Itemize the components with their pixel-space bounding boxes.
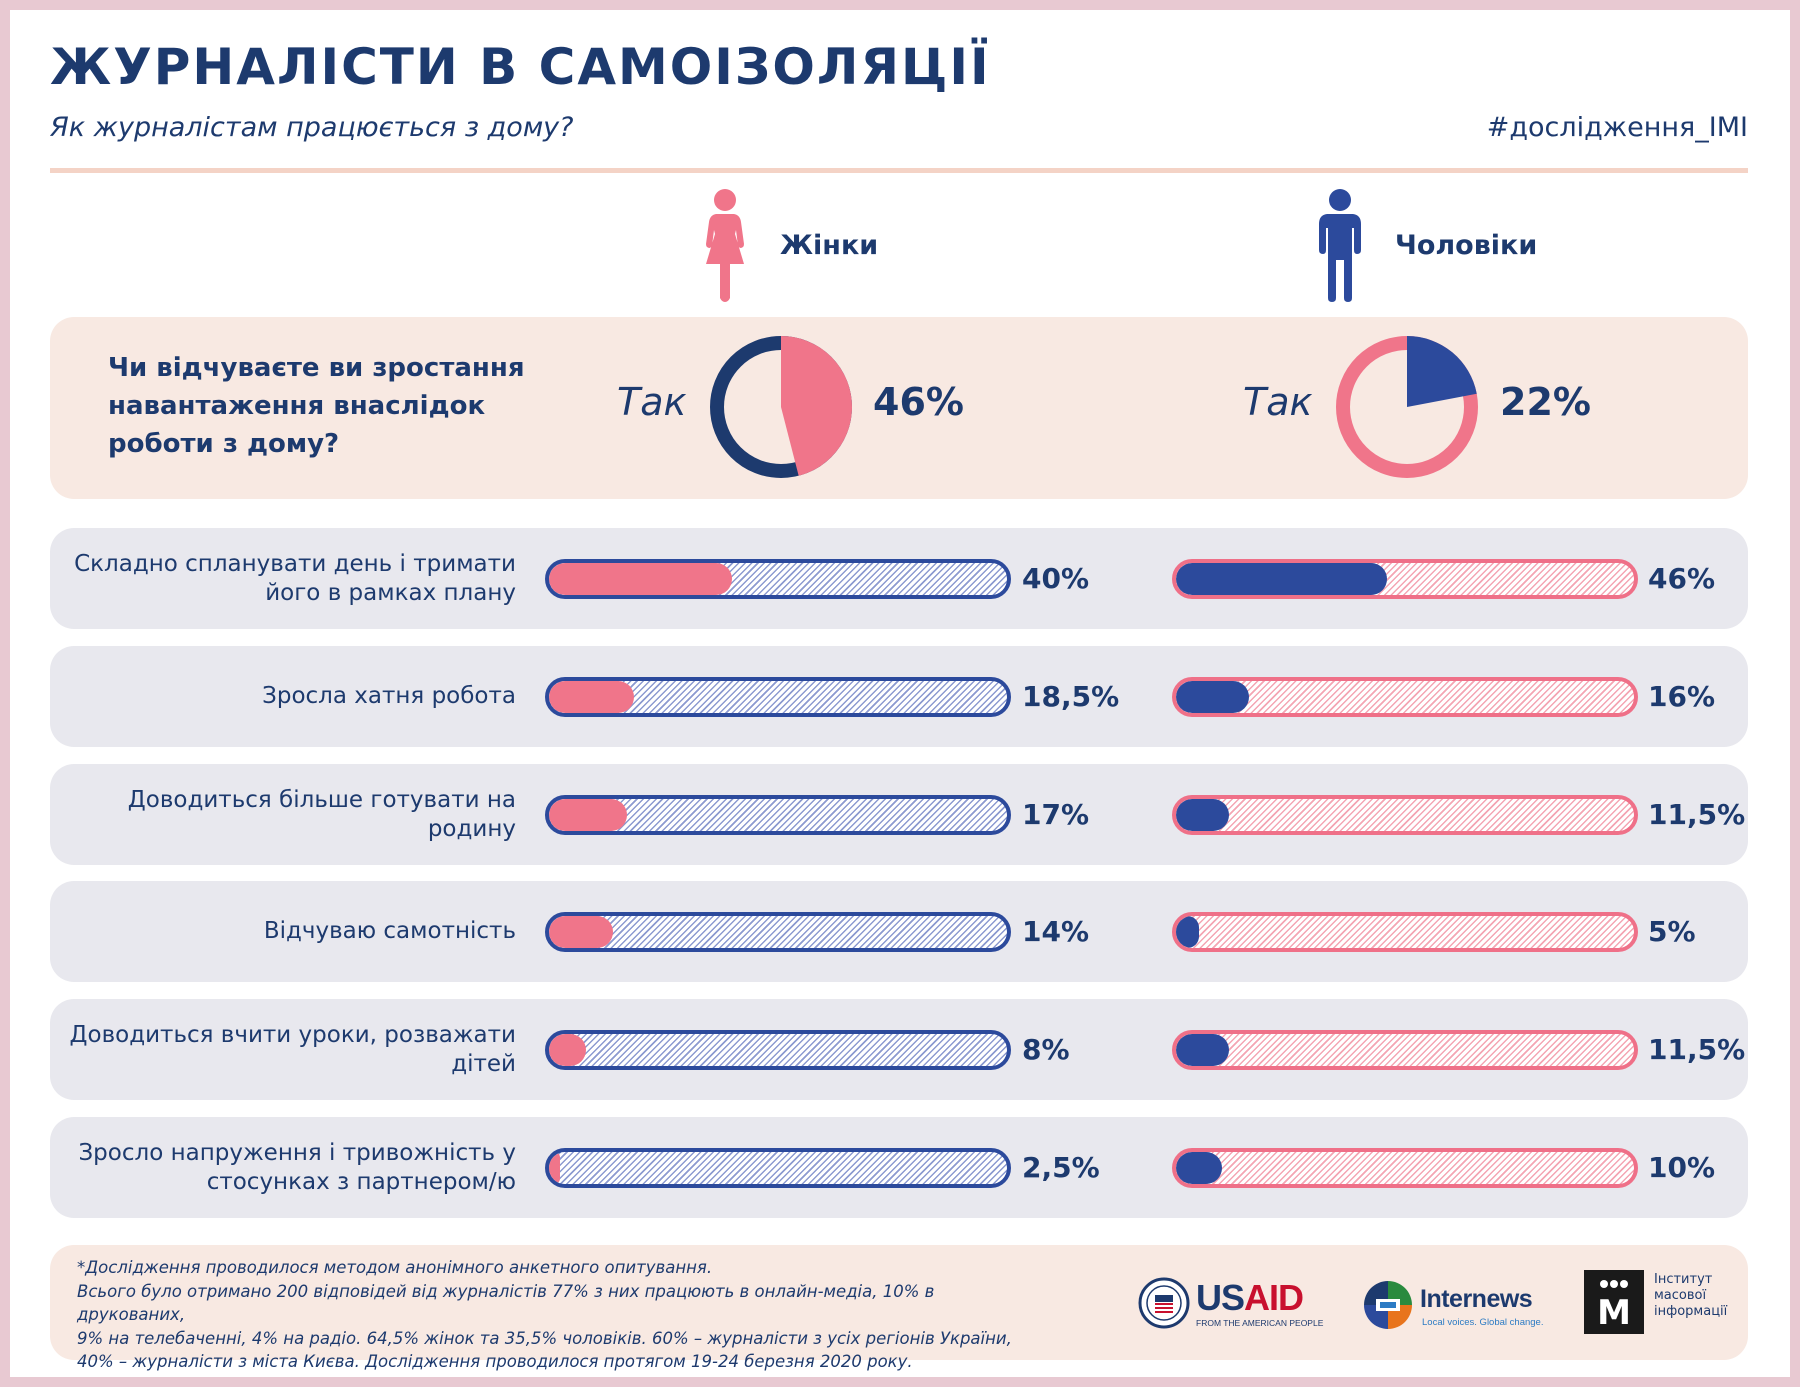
women-yes-pct: 46%: [873, 380, 964, 424]
svg-text:M: M: [1597, 1293, 1631, 1333]
women-value: 18,5%: [1022, 680, 1120, 713]
women-bar: [545, 912, 1011, 952]
row-label: Доводиться вчити уроки, розважати дітей: [69, 1021, 516, 1077]
men-yes-label: Так: [1243, 380, 1313, 424]
man-icon: [1319, 189, 1361, 302]
usaid-seal-icon: [1138, 1277, 1190, 1329]
men-pie-slice: [1407, 336, 1477, 407]
table-row: Відчуваю самотність 14% 5%: [50, 881, 1748, 982]
header-divider: [50, 168, 1748, 173]
women-bar: [545, 677, 1011, 717]
women-value: 40%: [1022, 562, 1090, 595]
men-value: 10%: [1648, 1151, 1716, 1184]
women-bar: [545, 1148, 1011, 1188]
footer-line: *Дослідження проводилося методом анонімн…: [77, 1258, 713, 1277]
footer-note: *Дослідження проводилося методом анонімн…: [77, 1256, 1027, 1374]
footer-line: 9% на телебаченні, 4% на радіо. 64,5% жі…: [77, 1328, 1012, 1348]
men-pie-chart: [1336, 336, 1478, 478]
women-pie-slice: [781, 336, 853, 476]
women-bar-fill: [549, 799, 627, 831]
imi-logo: M Інститут масової інформації: [1584, 1270, 1734, 1334]
women-bar: [545, 795, 1011, 835]
women-bar-fill: [549, 1152, 561, 1184]
men-value: 11,5%: [1648, 1033, 1746, 1066]
women-header: Жінки: [700, 185, 878, 305]
row-label: Відчуваю самотність: [263, 918, 516, 944]
men-bar-fill: [1176, 799, 1229, 831]
imi-mark-icon: M: [1584, 1270, 1644, 1334]
men-bar: [1172, 559, 1638, 599]
men-value: 11,5%: [1648, 798, 1746, 831]
men-bar: [1172, 795, 1638, 835]
men-bar-fill: [1176, 916, 1199, 948]
footer-panel: [50, 1245, 1748, 1360]
table-row: Доводиться більше готувати на родину 17%…: [50, 764, 1748, 865]
row-label: Зросло напруження і тривожність у стосун…: [78, 1139, 516, 1195]
internews-globe-icon: [1364, 1281, 1412, 1329]
row-label: Доводиться більше готувати на родину: [127, 786, 516, 842]
footer-line: Всього було отримано 200 відповідей від …: [77, 1281, 935, 1325]
internews-logo: Internews Local voices. Global change.: [1362, 1275, 1544, 1335]
men-bar-fill: [1176, 1034, 1229, 1066]
women-value: 8%: [1022, 1033, 1070, 1066]
men-bar: [1172, 1030, 1638, 1070]
row-label: Складно спланувати день і тримати його в…: [74, 550, 516, 606]
table-row: Зросла хатня робота 18,5% 16%: [50, 646, 1748, 747]
women-value: 17%: [1022, 798, 1090, 831]
men-bar: [1172, 912, 1638, 952]
usaid-wordmark: USAID: [1196, 1277, 1304, 1318]
men-bar: [1172, 1148, 1638, 1188]
women-bar-fill: [549, 563, 733, 595]
women-bar: [545, 559, 1011, 599]
men-value: 46%: [1648, 562, 1716, 595]
men-bar-fill: [1176, 1152, 1222, 1184]
men-yes-pct: 22%: [1500, 380, 1591, 424]
women-value: 2,5%: [1022, 1151, 1100, 1184]
men-label: Чоловіки: [1395, 229, 1538, 261]
women-yes-label: Так: [617, 380, 687, 424]
women-bar-fill: [549, 681, 634, 713]
women-bar: [545, 1030, 1011, 1070]
question-text: Чи відчуваєте ви зростання навантаження …: [108, 353, 525, 459]
men-header: Чоловіки: [1315, 185, 1537, 305]
usaid-logo: USAID FROM THE AMERICAN PEOPLE: [1138, 1273, 1323, 1333]
women-value: 14%: [1022, 915, 1090, 948]
row-label: Зросла хатня робота: [262, 683, 516, 709]
men-value: 5%: [1648, 915, 1696, 948]
men-value: 16%: [1648, 680, 1716, 713]
imi-text: Інститут масової інформації: [1654, 1272, 1728, 1319]
table-row: Зросло напруження і тривожність у стосун…: [50, 1117, 1748, 1218]
table-row: Доводиться вчити уроки, розважати дітей …: [50, 999, 1748, 1100]
hashtag: #дослідження_IMI: [1486, 112, 1748, 143]
table-row: Складно спланувати день і тримати його в…: [50, 528, 1748, 629]
women-pie-chart: [710, 336, 853, 478]
men-bar-fill: [1176, 681, 1250, 713]
women-bar-fill: [549, 916, 614, 948]
page-title: ЖУРНАЛІСТИ В САМОІЗОЛЯЦІЇ: [50, 38, 991, 96]
men-bar: [1172, 677, 1638, 717]
usaid-tagline: FROM THE AMERICAN PEOPLE: [1196, 1318, 1324, 1328]
footer-line: 40% – журналісти з міста Києва. Дослідже…: [77, 1352, 913, 1371]
woman-icon: [706, 189, 744, 302]
internews-tagline: Local voices. Global change.: [1422, 1317, 1544, 1328]
women-bar-fill: [549, 1034, 586, 1066]
internews-wordmark: Internews: [1420, 1285, 1533, 1313]
men-bar-fill: [1176, 563, 1387, 595]
women-label: Жінки: [780, 229, 879, 261]
page-subtitle: Як журналістам працюється з дому?: [50, 112, 574, 143]
